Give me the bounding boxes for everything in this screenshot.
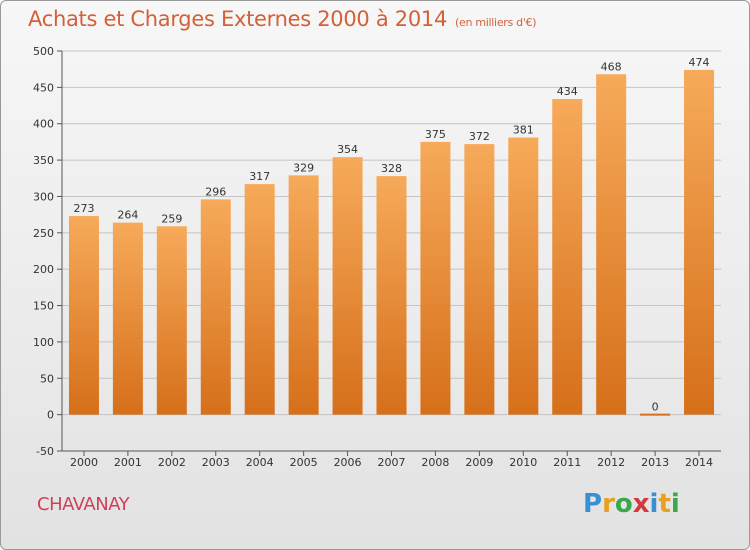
x-tick-label: 2009 xyxy=(465,456,493,469)
x-tick-label: 2004 xyxy=(246,456,274,469)
bar xyxy=(68,216,99,415)
data-labels: 273 264 259 296 317 329 354 328 375 372 381 434 468 0… xyxy=(73,56,709,414)
x-tick-label: 2011 xyxy=(553,456,581,469)
x-tick-label: 2007 xyxy=(378,456,406,469)
bar xyxy=(596,74,627,415)
y-tick-label: 0 xyxy=(47,409,54,422)
data-label: 328 xyxy=(381,162,402,175)
x-tick-label: 2010 xyxy=(509,456,537,469)
proxiti-logo: Proxiti xyxy=(583,489,680,519)
bar xyxy=(508,137,539,415)
x-tick-label: 2006 xyxy=(334,456,362,469)
y-tick-label: 400 xyxy=(33,118,54,131)
data-label: 434 xyxy=(557,85,578,98)
data-label: 354 xyxy=(337,143,358,156)
bar xyxy=(420,141,451,415)
logo-letter: t xyxy=(658,489,671,519)
y-tick-label: 100 xyxy=(33,336,54,349)
bar xyxy=(112,222,143,415)
bar xyxy=(288,175,319,415)
bar xyxy=(332,157,363,415)
logo-letter: i xyxy=(670,489,680,519)
y-tick-label: 450 xyxy=(33,81,54,94)
place-name: CHAVANAY xyxy=(37,494,130,515)
y-tick-label: 150 xyxy=(33,300,54,313)
x-tick-label: 2003 xyxy=(202,456,230,469)
logo-letter: o xyxy=(614,489,633,519)
bars xyxy=(68,69,715,416)
bar xyxy=(156,226,187,415)
y-tick-label: 250 xyxy=(33,227,54,240)
chart-subtitle: (en milliers d'€) xyxy=(455,16,537,29)
chart-title-text: Achats et Charges Externes 2000 à 2014 xyxy=(28,7,448,31)
x-tick-label: 2002 xyxy=(158,456,186,469)
logo-letter: r xyxy=(602,489,615,519)
data-label: 296 xyxy=(205,185,226,198)
x-tick-labels: 2000 2001 2002 2003 2004 2005 2006 2007 2008 2009… xyxy=(70,451,713,469)
data-label: 474 xyxy=(689,56,710,69)
x-tick-label: 2012 xyxy=(597,456,625,469)
data-label: 264 xyxy=(117,209,138,222)
data-label: 329 xyxy=(293,161,314,174)
logo-letter: i xyxy=(649,489,659,519)
data-label: 375 xyxy=(425,128,446,141)
x-tick-label: 2005 xyxy=(290,456,318,469)
data-label: 381 xyxy=(513,124,534,137)
data-label: 468 xyxy=(601,60,622,73)
bar xyxy=(200,199,231,415)
x-tick-label: 2001 xyxy=(114,456,142,469)
logo-letter: P xyxy=(583,489,603,519)
y-tick-label: 300 xyxy=(33,190,54,203)
bar xyxy=(376,176,407,415)
data-label: 273 xyxy=(73,202,94,215)
bar xyxy=(684,69,715,415)
x-tick-label: 2014 xyxy=(685,456,713,469)
data-label: 317 xyxy=(249,170,270,183)
y-tick-label: -50 xyxy=(36,445,54,458)
data-label: 259 xyxy=(161,212,182,225)
logo-letter: x xyxy=(632,489,650,519)
y-tick-label: 50 xyxy=(40,372,54,385)
bar xyxy=(244,184,275,415)
bar xyxy=(552,99,583,415)
x-tick-label: 2000 xyxy=(70,456,98,469)
y-tick-label: 200 xyxy=(33,263,54,276)
data-label: 0 xyxy=(652,401,659,414)
y-tick-label: 500 xyxy=(33,45,54,58)
chart-title: Achats et Charges Externes 2000 à 2014 (e… xyxy=(28,7,537,31)
y-tick-label: 350 xyxy=(33,154,54,167)
y-tick-labels: -50 0 50 100 150 200 250 300 350 400 450 500 xyxy=(33,45,54,458)
bar xyxy=(464,144,495,415)
x-tick-label: 2013 xyxy=(641,456,669,469)
x-tick-label: 2008 xyxy=(421,456,449,469)
data-label: 372 xyxy=(469,130,490,143)
bar xyxy=(640,413,671,416)
